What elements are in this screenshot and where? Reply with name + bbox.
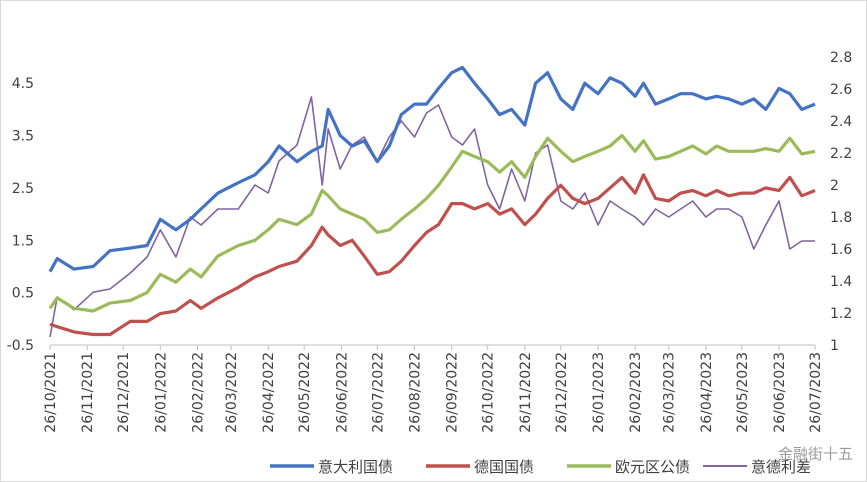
legend: 意大利国债 德国国债 欧元区公债 意德利差 <box>270 458 811 476</box>
left-axis: -0.5 0.5 1.5 2.5 3.5 4.5 <box>7 76 34 354</box>
left-y-tick-label: 2.5 <box>12 181 34 197</box>
x-tick-label: 26/06/2022 <box>334 352 350 433</box>
x-tick-label: 26/03/2023 <box>662 352 678 433</box>
x-tick-label: 26/02/2022 <box>190 352 206 433</box>
x-tick-label: 26/12/2022 <box>554 352 570 433</box>
right-y-tick-label: 1.4 <box>830 274 852 290</box>
right-axis: 1 1.2 1.4 1.6 1.8 2 2.2 2.4 2.6 2.8 <box>830 50 852 354</box>
x-tick-label: 26/10/2021 <box>43 352 59 433</box>
series-line-1 <box>49 173 816 337</box>
series-line-0 <box>48 65 816 273</box>
x-tick-label: 26/01/2022 <box>153 352 169 433</box>
left-y-tick-label: 4.5 <box>12 76 34 92</box>
x-tick-label: 26/10/2022 <box>481 352 497 433</box>
series-layer <box>48 65 816 338</box>
legend-label-0: 意大利国债 <box>318 458 393 476</box>
right-y-tick-label: 1 <box>830 338 839 354</box>
legend-label-3: 意德利差 <box>751 458 811 476</box>
legend-label-1: 德国国债 <box>474 458 534 476</box>
x-tick-label: 26/11/2021 <box>80 352 96 433</box>
x-tick-label: 26/12/2021 <box>116 352 132 433</box>
right-y-tick-label: 1.6 <box>830 242 852 258</box>
left-y-tick-label: -0.5 <box>7 338 34 354</box>
x-tick-label: 26/04/2023 <box>699 352 715 433</box>
x-tick-label: 26/09/2022 <box>445 352 461 433</box>
watermark-text: 金融街十五 <box>777 445 853 463</box>
x-tick-label: 26/01/2023 <box>591 352 607 433</box>
series-line-2 <box>48 133 816 313</box>
right-y-tick-label: 1.2 <box>830 306 852 322</box>
series-line-3 <box>49 96 815 338</box>
x-tick-label: 26/07/2022 <box>370 352 386 433</box>
right-y-tick-label: 2.6 <box>830 82 852 98</box>
left-y-tick-label: 1.5 <box>12 233 34 249</box>
right-y-tick-label: 1.8 <box>830 210 852 226</box>
right-y-tick-label: 2.8 <box>830 50 852 66</box>
x-tick-label: 26/05/2023 <box>735 352 751 433</box>
x-tick-label: 26/04/2022 <box>261 352 277 433</box>
x-tick-label: 26/03/2022 <box>224 352 240 433</box>
left-y-tick-label: 0.5 <box>12 286 34 302</box>
right-y-tick-label: 2 <box>830 178 839 194</box>
x-tick-label: 26/11/2022 <box>518 352 534 433</box>
x-tick-label: 26/07/2023 <box>808 352 824 433</box>
legend-label-2: 欧元区公债 <box>615 458 690 476</box>
x-tick-label: 26/02/2023 <box>628 352 644 433</box>
x-tick-label: 26/05/2022 <box>297 352 313 433</box>
right-y-tick-label: 2.4 <box>830 114 852 130</box>
x-tick-label: 26/06/2023 <box>772 352 788 433</box>
x-tick-label: 26/08/2022 <box>408 352 424 433</box>
right-y-tick-label: 2.2 <box>830 146 852 162</box>
x-axis: 26/10/2021 26/11/2021 26/12/2021 26/01/2022… <box>43 344 824 433</box>
left-y-tick-label: 3.5 <box>12 129 34 145</box>
